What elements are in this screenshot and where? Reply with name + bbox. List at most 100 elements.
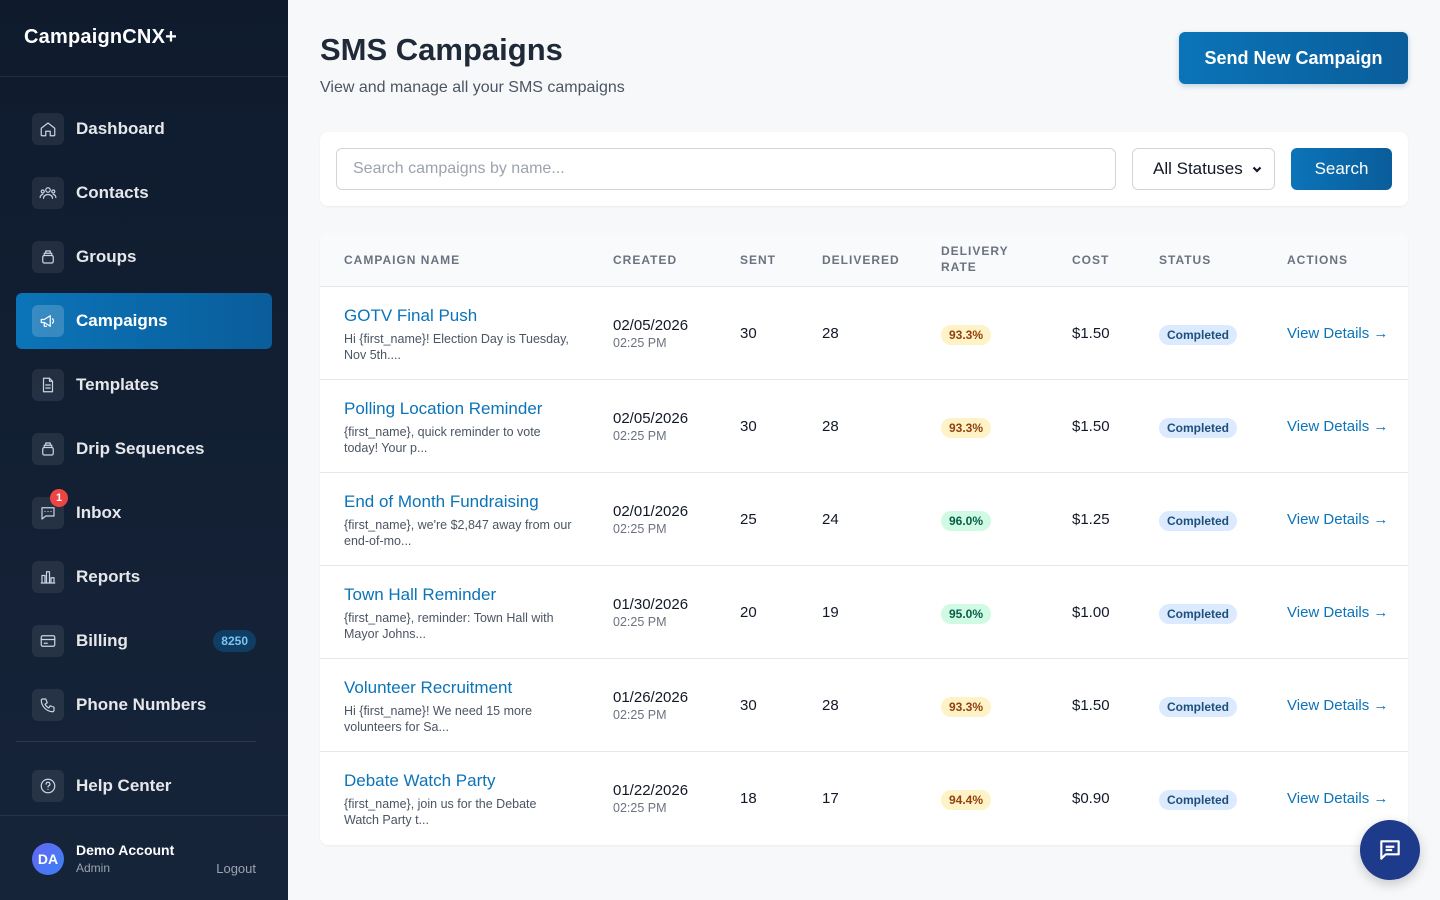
sidebar-item-label: Dashboard: [76, 119, 165, 138]
status-badge: Completed: [1159, 418, 1238, 438]
campaign-name-link[interactable]: End of Month Fundraising: [344, 492, 539, 511]
view-details-link[interactable]: View Details →: [1287, 790, 1389, 807]
campaign-message-preview: {first_name}, join us for the Debate Wat…: [344, 797, 537, 827]
campaign-message-preview: Hi {first_name}! We need 15 more volunte…: [344, 704, 533, 734]
home-icon: [32, 113, 64, 145]
cost-value: $1.00: [1072, 604, 1110, 621]
sidebar-item-billing[interactable]: Billing 8250: [16, 613, 272, 669]
column-header-name: Campaign Name: [344, 253, 461, 267]
created-time: 02:25 PM: [613, 801, 667, 815]
delivered-count: 28: [822, 418, 839, 435]
avatar[interactable]: DA: [32, 843, 64, 875]
campaign-name-link[interactable]: Polling Location Reminder: [344, 399, 543, 418]
cost-value: $1.50: [1072, 418, 1110, 435]
created-date: 01/22/2026: [613, 782, 689, 799]
status-filter-select[interactable]: All Statuses: [1132, 148, 1275, 190]
sidebar-item-templates[interactable]: Templates: [16, 357, 272, 413]
delivery-rate-badge: 96.0%: [941, 511, 992, 531]
sidebar-item-campaigns[interactable]: Campaigns: [16, 293, 272, 349]
column-header-delivered: Delivered: [822, 253, 900, 267]
delivered-count: 24: [822, 511, 839, 528]
table-row: End of Month Fundraising {first_name}, we…: [320, 473, 1408, 566]
created-date: 01/26/2026: [613, 689, 689, 706]
sidebar-item-label: Campaigns: [76, 311, 168, 330]
phone-icon: [32, 689, 64, 721]
campaign-message-preview: {first_name}, reminder: Town Hall with M…: [344, 611, 554, 641]
sidebar-item-label: Phone Numbers: [76, 695, 207, 714]
delivered-count: 28: [822, 325, 839, 342]
page-title: SMS Campaigns: [320, 32, 563, 67]
sidebar-item-phone-numbers[interactable]: Phone Numbers: [16, 677, 272, 733]
view-details-link[interactable]: View Details →: [1287, 697, 1389, 714]
delivery-rate-badge: 93.3%: [941, 418, 992, 438]
cost-value: $1.50: [1072, 697, 1110, 714]
sidebar-nav: Dashboard Contacts Groups Campaigns Temp…: [0, 77, 288, 814]
campaign-name-link[interactable]: Town Hall Reminder: [344, 585, 497, 604]
column-header-actions: Actions: [1287, 253, 1348, 267]
page-subtitle: View and manage all your SMS campaigns: [320, 79, 625, 96]
send-new-campaign-button[interactable]: Send New Campaign: [1179, 32, 1408, 84]
inbox-unread-badge: 1: [50, 489, 68, 507]
cost-value: $0.90: [1072, 790, 1110, 807]
sidebar-item-label: Templates: [76, 375, 159, 394]
sidebar-item-label: Contacts: [76, 183, 149, 202]
sidebar-item-inbox[interactable]: 1 Inbox: [16, 485, 272, 541]
search-button[interactable]: Search: [1291, 148, 1392, 190]
created-date: 01/30/2026: [613, 596, 689, 613]
sent-count: 30: [740, 418, 757, 435]
view-details-link[interactable]: View Details →: [1287, 604, 1389, 621]
view-details-link[interactable]: View Details →: [1287, 418, 1389, 435]
status-badge: Completed: [1159, 325, 1238, 345]
campaign-name-link[interactable]: GOTV Final Push: [344, 306, 478, 325]
sidebar-item-contacts[interactable]: Contacts: [16, 165, 272, 221]
created-date: 02/05/2026: [613, 410, 689, 427]
sidebar-item-label: Reports: [76, 567, 141, 586]
table-row: Volunteer Recruitment Hi {first_name}! We…: [320, 659, 1408, 752]
table-row: Polling Location Reminder {first_name}, q…: [320, 380, 1408, 473]
account-panel: DA Demo Account Admin Logout: [0, 815, 288, 900]
campaign-name-link[interactable]: Debate Watch Party: [344, 771, 496, 790]
nav-divider: [16, 741, 256, 742]
sidebar-item-reports[interactable]: Reports: [16, 549, 272, 605]
campaigns-table: Campaign Name Created Sent Delivered Del…: [320, 233, 1408, 845]
sidebar-item-label: Drip Sequences: [76, 439, 205, 458]
sidebar-item-help-center[interactable]: Help Center: [16, 758, 272, 814]
chat-support-button[interactable]: [1360, 820, 1420, 880]
sidebar-item-groups[interactable]: Groups: [16, 229, 272, 285]
table-row: Debate Watch Party {first_name}, join us …: [320, 752, 1408, 845]
brand-logo[interactable]: CampaignCNX+: [0, 0, 288, 77]
search-bar: All Statuses Search: [320, 132, 1408, 206]
campaign-message-preview: Hi {first_name}! Election Day is Tuesday…: [344, 332, 569, 362]
campaign-message-preview: {first_name}, we're $2,847 away from our…: [344, 518, 572, 548]
sidebar: CampaignCNX+ Dashboard Contacts Groups C…: [0, 0, 288, 900]
sent-count: 18: [740, 790, 757, 807]
chevron-down-icon: [1252, 166, 1262, 173]
view-details-link[interactable]: View Details →: [1287, 325, 1389, 342]
status-filter-value: All Statuses: [1153, 159, 1243, 178]
sidebar-item-dashboard[interactable]: Dashboard: [16, 101, 272, 157]
sidebar-item-label: Groups: [76, 247, 137, 266]
chat-icon: [1380, 840, 1400, 860]
account-name: Demo Account: [76, 842, 175, 858]
created-date: 02/01/2026: [613, 503, 689, 520]
view-details-link[interactable]: View Details →: [1287, 511, 1389, 528]
column-header-created: Created: [613, 253, 678, 267]
delivery-rate-badge: 94.4%: [941, 790, 992, 810]
campaign-message-preview: {first_name}, quick reminder to vote tod…: [344, 425, 541, 455]
sidebar-item-drip-sequences[interactable]: Drip Sequences: [16, 421, 272, 477]
column-header-delivery-rate: Delivery Rate: [941, 243, 1009, 275]
column-header-sent: Sent: [740, 253, 777, 267]
status-badge: Completed: [1159, 511, 1238, 531]
layers-icon: [32, 433, 64, 465]
cost-value: $1.50: [1072, 325, 1110, 342]
search-input[interactable]: [336, 148, 1116, 190]
campaign-name-link[interactable]: Volunteer Recruitment: [344, 678, 513, 697]
created-time: 02:25 PM: [613, 336, 667, 350]
delivered-count: 28: [822, 697, 839, 714]
created-time: 02:25 PM: [613, 429, 667, 443]
created-time: 02:25 PM: [613, 615, 667, 629]
delivery-rate-badge: 95.0%: [941, 604, 992, 624]
logout-link[interactable]: Logout: [216, 861, 256, 876]
help-circle-icon: [32, 770, 64, 802]
created-time: 02:25 PM: [613, 522, 667, 536]
